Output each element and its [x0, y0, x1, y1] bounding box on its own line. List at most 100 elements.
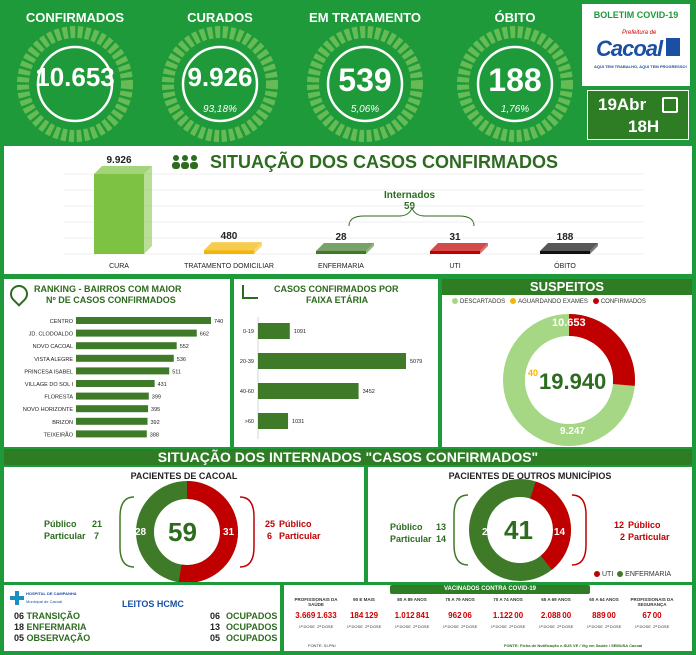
vacinados-group: 70 A 74 ANOS 1.122 00 1ª DOSE 2ª DOSE — [490, 597, 526, 629]
stat-card: CONFIRMADOS 10.653 — [10, 4, 140, 144]
ranking-title-1: RANKING - BAIRROS COM MAIOR — [34, 284, 182, 294]
people-icon — [170, 154, 200, 170]
faixa-bar — [258, 413, 289, 429]
bar-top — [316, 243, 374, 251]
faixa-value: 5079 — [410, 359, 422, 365]
hospital-logo: HOSPITAL DE CAMPANHA Municipal de Cacoal — [10, 589, 77, 607]
stat-ring — [162, 26, 278, 142]
ranking-value: 740 — [214, 319, 223, 325]
suspeitos-descartados: 9.247 — [560, 426, 586, 437]
internados-value: 59 — [404, 201, 416, 212]
leitos-panel: HOSPITAL DE CAMPANHA Municipal de Cacoal… — [4, 585, 280, 651]
bar-top — [540, 243, 598, 251]
outros-uti: 14 — [554, 527, 566, 538]
faixa-value: 3452 — [363, 389, 375, 395]
vacinados-band: VACINADOS CONTRA COVID-19 — [390, 585, 590, 594]
cacoal-uti: 31 — [223, 527, 235, 538]
calendar-icon — [662, 97, 678, 113]
bar-side — [254, 242, 262, 254]
bar-top — [94, 166, 152, 174]
ranking-label: BRIZON — [52, 420, 73, 426]
ranking-value: 388 — [150, 432, 159, 438]
bar — [204, 250, 254, 254]
ranking-chart: CENTRO 740 JD. CLODOALDO 662 NOVO CACOAL 552 V… — [23, 317, 223, 438]
ranking-bar — [76, 405, 149, 413]
legend-dot-descartados — [452, 298, 458, 304]
ranking-label: PRINCESA ISABEL — [24, 369, 73, 375]
stat-card: EM TRATAMENTO 539 5,06% — [300, 4, 430, 144]
stat-card-value: 10.653 — [35, 62, 115, 92]
suspeitos-total: 19.940 — [539, 369, 607, 394]
bar-label: ÓBITO — [554, 261, 576, 270]
legend-dot-confirmados — [592, 298, 599, 304]
vacinados-panel: VACINADOS CONTRA COVID-19 PROFISSIONAIS … — [284, 585, 692, 651]
ranking-label: NOVO CACOAL — [33, 344, 73, 350]
stat-card-title: CURADOS — [187, 10, 253, 25]
vacinados-group: 75 A 79 ANOS 962 06 1ª DOSE 2ª DOSE — [442, 597, 478, 629]
cacoal-panel: PACIENTES DE CACOAL 59 28 31 Público 21 … — [4, 467, 364, 582]
faixa-bar — [258, 323, 290, 339]
date-text: 19Abr — [598, 95, 647, 114]
ranking-label: JD. CLODOALDO — [29, 332, 74, 338]
ranking-value: 392 — [151, 420, 160, 426]
outros-title: PACIENTES DE OUTROS MUNICÍPIOS — [448, 471, 612, 481]
bar-value: 31 — [449, 232, 461, 243]
ranking-bar — [76, 367, 170, 375]
cacoal-total: 59 — [168, 517, 197, 547]
cross-icon — [10, 591, 24, 605]
suspeitos-donut — [503, 314, 635, 446]
suspeitos-confirmados: 10.653 — [552, 317, 586, 329]
faixa-bar — [258, 353, 406, 369]
faixa-label: 20-39 — [240, 359, 254, 365]
bar-label: ENFERMARIA — [318, 263, 364, 270]
internados-band: SITUAÇÃO DOS INTERNADOS "CASOS CONFIRMAD… — [4, 449, 692, 465]
legend-dot-enfermaria — [617, 571, 624, 578]
stat-card-title: ÓBITO — [494, 10, 536, 25]
suspeitos-band: SUSPEITOS — [442, 279, 692, 295]
ranking-bar — [76, 354, 174, 362]
stat-card: ÓBITO 188 1,76% — [450, 4, 580, 144]
ranking-value: 511 — [172, 369, 181, 375]
internados-title: SITUAÇÃO DOS INTERNADOS "CASOS CONFIRMAD… — [157, 449, 539, 465]
faixa-label: 40-60 — [240, 389, 254, 395]
faixa-label: >60 — [245, 419, 254, 425]
hour-text: 18H — [628, 117, 660, 136]
leito-row: 06 TRANSIÇÃO 06 OCUPADOS — [14, 611, 278, 621]
legend-dot-uti — [594, 571, 600, 578]
stat-card: CURADOS 9.926 93,18% — [155, 4, 285, 144]
stat-card-value: 188 — [488, 62, 542, 98]
ranking-title-2: Nº DE CASOS CONFIRMADOS — [46, 295, 176, 305]
ranking-bar — [76, 430, 147, 438]
outros-donut — [453, 479, 587, 581]
outros-enfermaria: 27 — [482, 527, 494, 538]
suspeitos-legend: DESCARTADOS AGUARDANDO EXAMES CONFIRMADO… — [452, 298, 692, 305]
ranking-bar — [76, 342, 177, 350]
bar-value: 188 — [557, 232, 574, 243]
ranking-label: FLORESTA — [44, 395, 73, 401]
bar-side — [144, 166, 152, 254]
bar-top — [204, 242, 262, 251]
faixa-title-2: FAIXA ETÁRIA — [306, 295, 369, 305]
leito-row: 18 ENFERMARIA 13 OCUPADOS — [14, 622, 278, 632]
bar-value: 28 — [335, 232, 347, 243]
bar-value: 9.926 — [106, 155, 131, 166]
stat-card-pct: 5,06% — [350, 104, 380, 115]
bar — [540, 251, 590, 254]
internados-brace — [348, 206, 475, 227]
ranking-bar — [76, 417, 148, 425]
bar-label: CURA — [109, 263, 129, 270]
faixa-panel: CASOS CONFIRMADOS POR FAIXA ETÁRIA 0-19 1… — [234, 279, 438, 447]
ranking-value: 552 — [180, 344, 189, 350]
situacao-title: SITUAÇÃO DOS CASOS CONFIRMADOS — [210, 152, 559, 172]
bar — [430, 251, 480, 254]
stat-ring — [457, 26, 573, 142]
bar-side — [590, 243, 598, 254]
cacoal-title: PACIENTES DE CACOAL — [130, 471, 238, 481]
chart-icon — [242, 285, 258, 299]
bar-label: TRATAMENTO DOMICILIAR — [184, 263, 274, 270]
legend-dot-aguardando — [510, 298, 517, 304]
stat-card-pct: 93,18% — [203, 104, 237, 115]
stat-ring — [17, 26, 133, 142]
ranking-bar — [76, 392, 149, 400]
vacinados-group: PROFISSIONAIS DA SAÚDE 3.669 1.633 1ª DOSE… — [294, 597, 338, 629]
